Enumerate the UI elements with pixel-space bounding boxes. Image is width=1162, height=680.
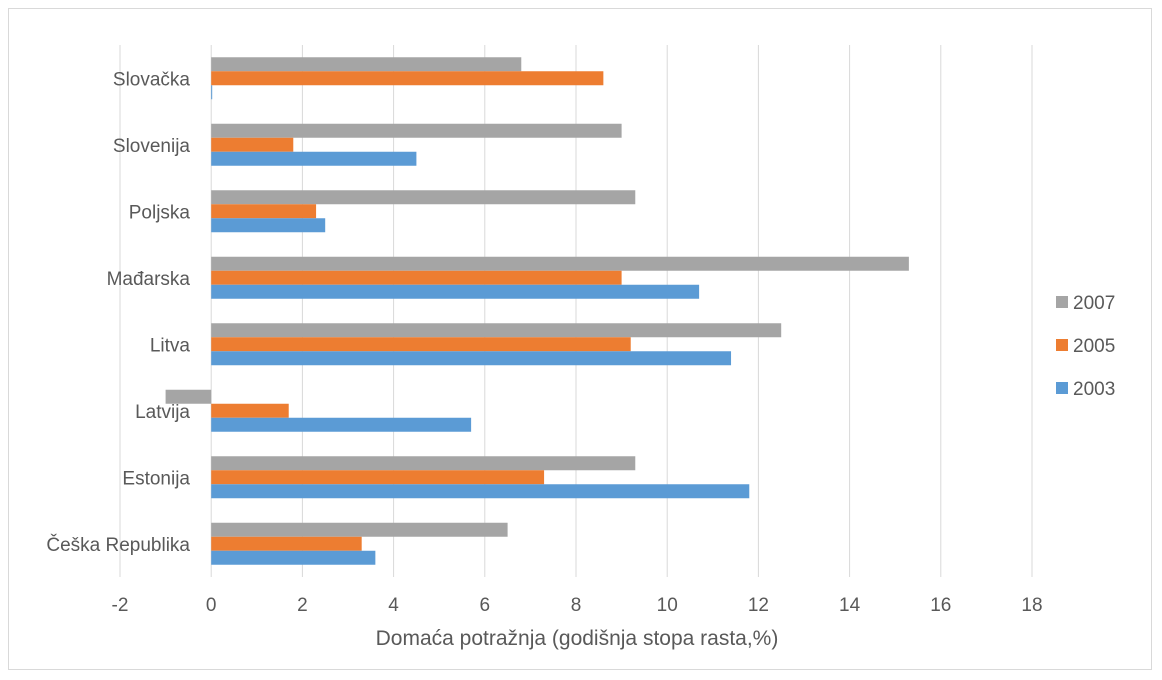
bar-2007 <box>211 123 622 138</box>
bar-2005 <box>211 71 604 86</box>
category-label: Slovačka <box>113 69 191 90</box>
legend-swatch-2005 <box>1056 339 1068 351</box>
category-label: Češka Republika <box>46 534 190 556</box>
bar-2007 <box>211 323 782 338</box>
bar-2007 <box>211 190 636 205</box>
legend-label: 2005 <box>1073 336 1115 357</box>
bar-2003 <box>211 218 326 233</box>
bar-2003 <box>211 484 750 499</box>
bar-2003 <box>211 550 376 565</box>
bar-2005 <box>211 137 294 152</box>
bar-2003 <box>211 351 732 366</box>
x-tick-label: 4 <box>388 595 399 616</box>
category-labels: Češka Republika Estonija Latvija Litva Mađar… <box>46 69 190 556</box>
x-tick-label: 10 <box>657 595 678 616</box>
x-tick-labels: -2 0 2 4 6 8 10 12 14 16 18 <box>112 595 1043 616</box>
x-tick-label: 14 <box>839 595 861 616</box>
category-label: Latvija <box>135 402 190 423</box>
legend-label: 2003 <box>1073 379 1115 400</box>
bar-2003 <box>211 417 472 432</box>
category-label: Litva <box>150 335 191 356</box>
bar-2005 <box>211 536 362 551</box>
category-label: Poljska <box>129 202 191 223</box>
x-tick-label: 12 <box>748 595 769 616</box>
bar-2007 <box>211 456 636 471</box>
bar-2005 <box>211 403 289 418</box>
bar-2003 <box>211 85 213 100</box>
category-label: Estonija <box>122 468 190 489</box>
bar-2005 <box>211 337 631 352</box>
bar-2005 <box>211 204 317 219</box>
legend-label: 2007 <box>1073 293 1115 314</box>
bar-2007 <box>211 522 508 537</box>
legend: 2007 2005 2003 <box>1056 293 1115 400</box>
x-axis-title: Domaća potražnja (godišnja stopa rasta,%… <box>376 627 779 650</box>
x-tick-label: 0 <box>206 595 217 616</box>
x-tick-label: 18 <box>1021 595 1042 616</box>
bar-2007 <box>165 389 212 404</box>
x-tick-label: 6 <box>480 595 491 616</box>
legend-swatch-2007 <box>1056 296 1068 308</box>
bar-2003 <box>211 284 700 299</box>
category-label: Mađarska <box>107 269 191 290</box>
bar-2005 <box>211 270 622 285</box>
bar-2007 <box>211 57 522 72</box>
bar-2003 <box>211 151 417 166</box>
bars <box>165 57 909 565</box>
bar-2005 <box>211 470 545 485</box>
x-tick-label: -2 <box>112 595 129 616</box>
category-label: Slovenija <box>113 136 191 157</box>
legend-swatch-2003 <box>1056 382 1068 394</box>
x-tick-label: 2 <box>297 595 308 616</box>
bar-2007 <box>211 256 909 271</box>
x-tick-label: 16 <box>930 595 951 616</box>
x-tick-label: 8 <box>571 595 582 616</box>
